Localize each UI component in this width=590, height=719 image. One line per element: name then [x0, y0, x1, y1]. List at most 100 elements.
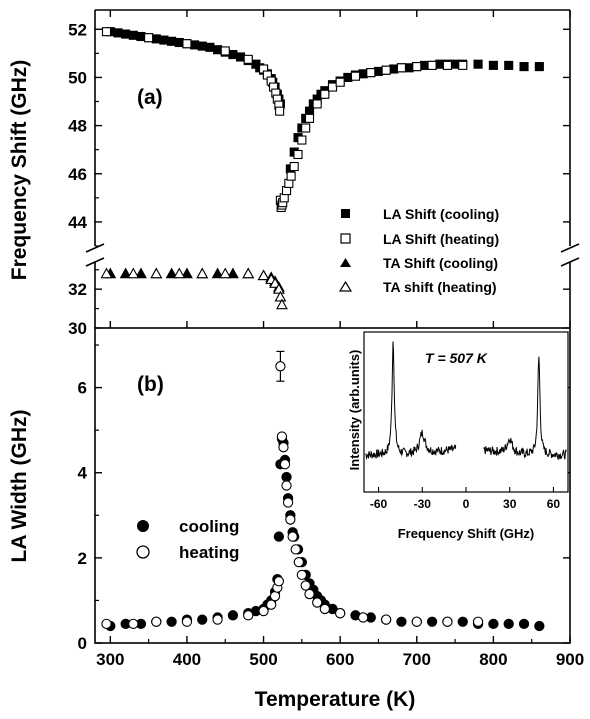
- point-b-series-1: [300, 580, 311, 591]
- ytick-a-label: 52: [68, 20, 87, 39]
- point-a-series-1: [381, 65, 391, 75]
- point-a-series-0: [236, 52, 246, 62]
- inset-frame: [363, 331, 569, 493]
- point-b-series-1: [411, 616, 422, 627]
- point-b-series-1: [279, 459, 291, 470]
- panel-a-ticks: 30 32 44 46 48 50 52: [68, 20, 570, 338]
- point-a-series-0: [213, 45, 223, 55]
- point-a-series-0: [174, 37, 184, 48]
- point-a-series-2: [119, 267, 132, 279]
- point-a-series-0: [404, 63, 414, 73]
- point-b-series-1: [273, 576, 285, 587]
- inset-ticks: -60 -30 0 30 60: [370, 487, 560, 511]
- inset-xtick-label: -30: [414, 497, 432, 511]
- ytick-a-label: 46: [68, 165, 87, 184]
- ytick-a-label: 50: [68, 68, 87, 87]
- legend-marker-ta-cooling: [340, 258, 351, 267]
- point-a-series-0: [358, 69, 368, 79]
- point-a-series-3: [127, 267, 140, 279]
- panel-b-frame: [94, 327, 571, 644]
- point-a-series-0: [488, 60, 498, 70]
- point-a-series-1: [442, 60, 452, 70]
- point-b-series-0: [227, 610, 239, 621]
- point-a-series-0: [389, 64, 399, 74]
- point-a-series-1: [312, 99, 322, 109]
- legend-b: cooling heating: [136, 517, 239, 562]
- point-b-series-0: [457, 616, 468, 627]
- point-a-series-0: [113, 28, 123, 38]
- point-b-series-1: [269, 591, 281, 602]
- point-a-series-3: [150, 267, 163, 279]
- xtick-label: 400: [173, 650, 201, 669]
- point-a-series-3: [269, 277, 281, 288]
- legend-marker-ta-heating: [338, 280, 353, 292]
- point-b-series-0: [488, 618, 499, 629]
- legend-label-ta-heating: TA shift (heating): [383, 279, 497, 295]
- panel-a-frame: [94, 9, 571, 328]
- point-b-series-1: [181, 616, 193, 627]
- inset-xtick-label: 30: [503, 497, 517, 511]
- point-a-series-0: [373, 66, 384, 76]
- point-a-series-1: [286, 171, 296, 181]
- ytick-a-label: 48: [68, 117, 87, 136]
- ytick-a-label: 44: [68, 213, 87, 232]
- point-a-series-1: [335, 77, 345, 87]
- point-b-series-1: [128, 618, 139, 629]
- point-b-series-1: [212, 614, 223, 625]
- ylabel-a: Frequency Shift (GHz): [8, 60, 31, 281]
- point-b-series-0: [534, 620, 545, 632]
- xtick-label: 900: [556, 650, 584, 669]
- legend-label-la-heating: LA Shift (heating): [383, 231, 499, 247]
- point-b-series-1: [287, 531, 298, 542]
- point-a-series-1: [350, 71, 361, 81]
- legend-label-cooling: cooling: [179, 517, 239, 536]
- xtick-label: 600: [326, 650, 354, 669]
- point-a-series-1: [293, 149, 303, 160]
- ytick-b-label: 4: [78, 464, 88, 483]
- inset: -60 -30 0 30 60 T = 507 K Intensity (arb.uni…: [347, 331, 569, 541]
- point-a-series-1: [220, 46, 230, 56]
- panel-b-marks: [101, 350, 545, 632]
- point-b-series-1: [258, 605, 269, 617]
- legend-marker-la-cooling: [341, 209, 350, 218]
- point-a-series-3: [242, 267, 255, 279]
- point-a-series-2: [165, 267, 178, 279]
- ylabel-b: LA Width (GHz): [8, 410, 31, 563]
- point-b-series-1: [293, 556, 304, 568]
- point-a-series-3: [196, 267, 209, 279]
- point-b-series-1: [285, 514, 296, 525]
- point-b-series-1: [281, 480, 292, 491]
- point-a-series-2: [226, 267, 239, 279]
- legend-label-la-cooling: LA Shift (cooling): [383, 206, 499, 222]
- point-b-series-1: [442, 616, 453, 627]
- point-a-series-3: [272, 283, 285, 294]
- xlabel: Temperature (K): [255, 688, 416, 711]
- point-b-series-1: [276, 431, 288, 442]
- point-b-series-0: [396, 616, 407, 627]
- panel-label-a: (a): [137, 86, 163, 109]
- axis-break-right: [560, 243, 580, 267]
- point-b-series-1: [275, 361, 286, 372]
- legend-a: LA Shift (cooling) LA Shift (heating) TA…: [338, 206, 499, 295]
- point-a-series-3: [100, 267, 113, 279]
- point-a-series-1: [182, 39, 192, 49]
- legend-marker-cooling: [137, 520, 149, 532]
- point-a-series-0: [450, 59, 460, 69]
- point-a-series-0: [159, 35, 169, 45]
- legend-marker-la-heating: [340, 233, 351, 244]
- point-a-series-2: [135, 267, 147, 279]
- panel-label-b: (b): [137, 373, 164, 396]
- point-a-series-3: [219, 267, 232, 279]
- point-a-series-1: [297, 135, 307, 145]
- point-a-series-0: [205, 42, 215, 52]
- inset-annotation: T = 507 K: [425, 350, 488, 366]
- point-b-series-1: [290, 544, 301, 555]
- legend-marker-heating: [136, 545, 150, 559]
- point-a-series-0: [151, 34, 161, 44]
- ytick-b-label: 6: [78, 379, 87, 398]
- inset-xtick-label: -60: [370, 497, 388, 511]
- point-a-series-1: [243, 54, 253, 64]
- point-b-series-1: [278, 442, 289, 453]
- ytick-b-label: 2: [78, 549, 87, 568]
- ytick-a-label: 32: [68, 280, 87, 299]
